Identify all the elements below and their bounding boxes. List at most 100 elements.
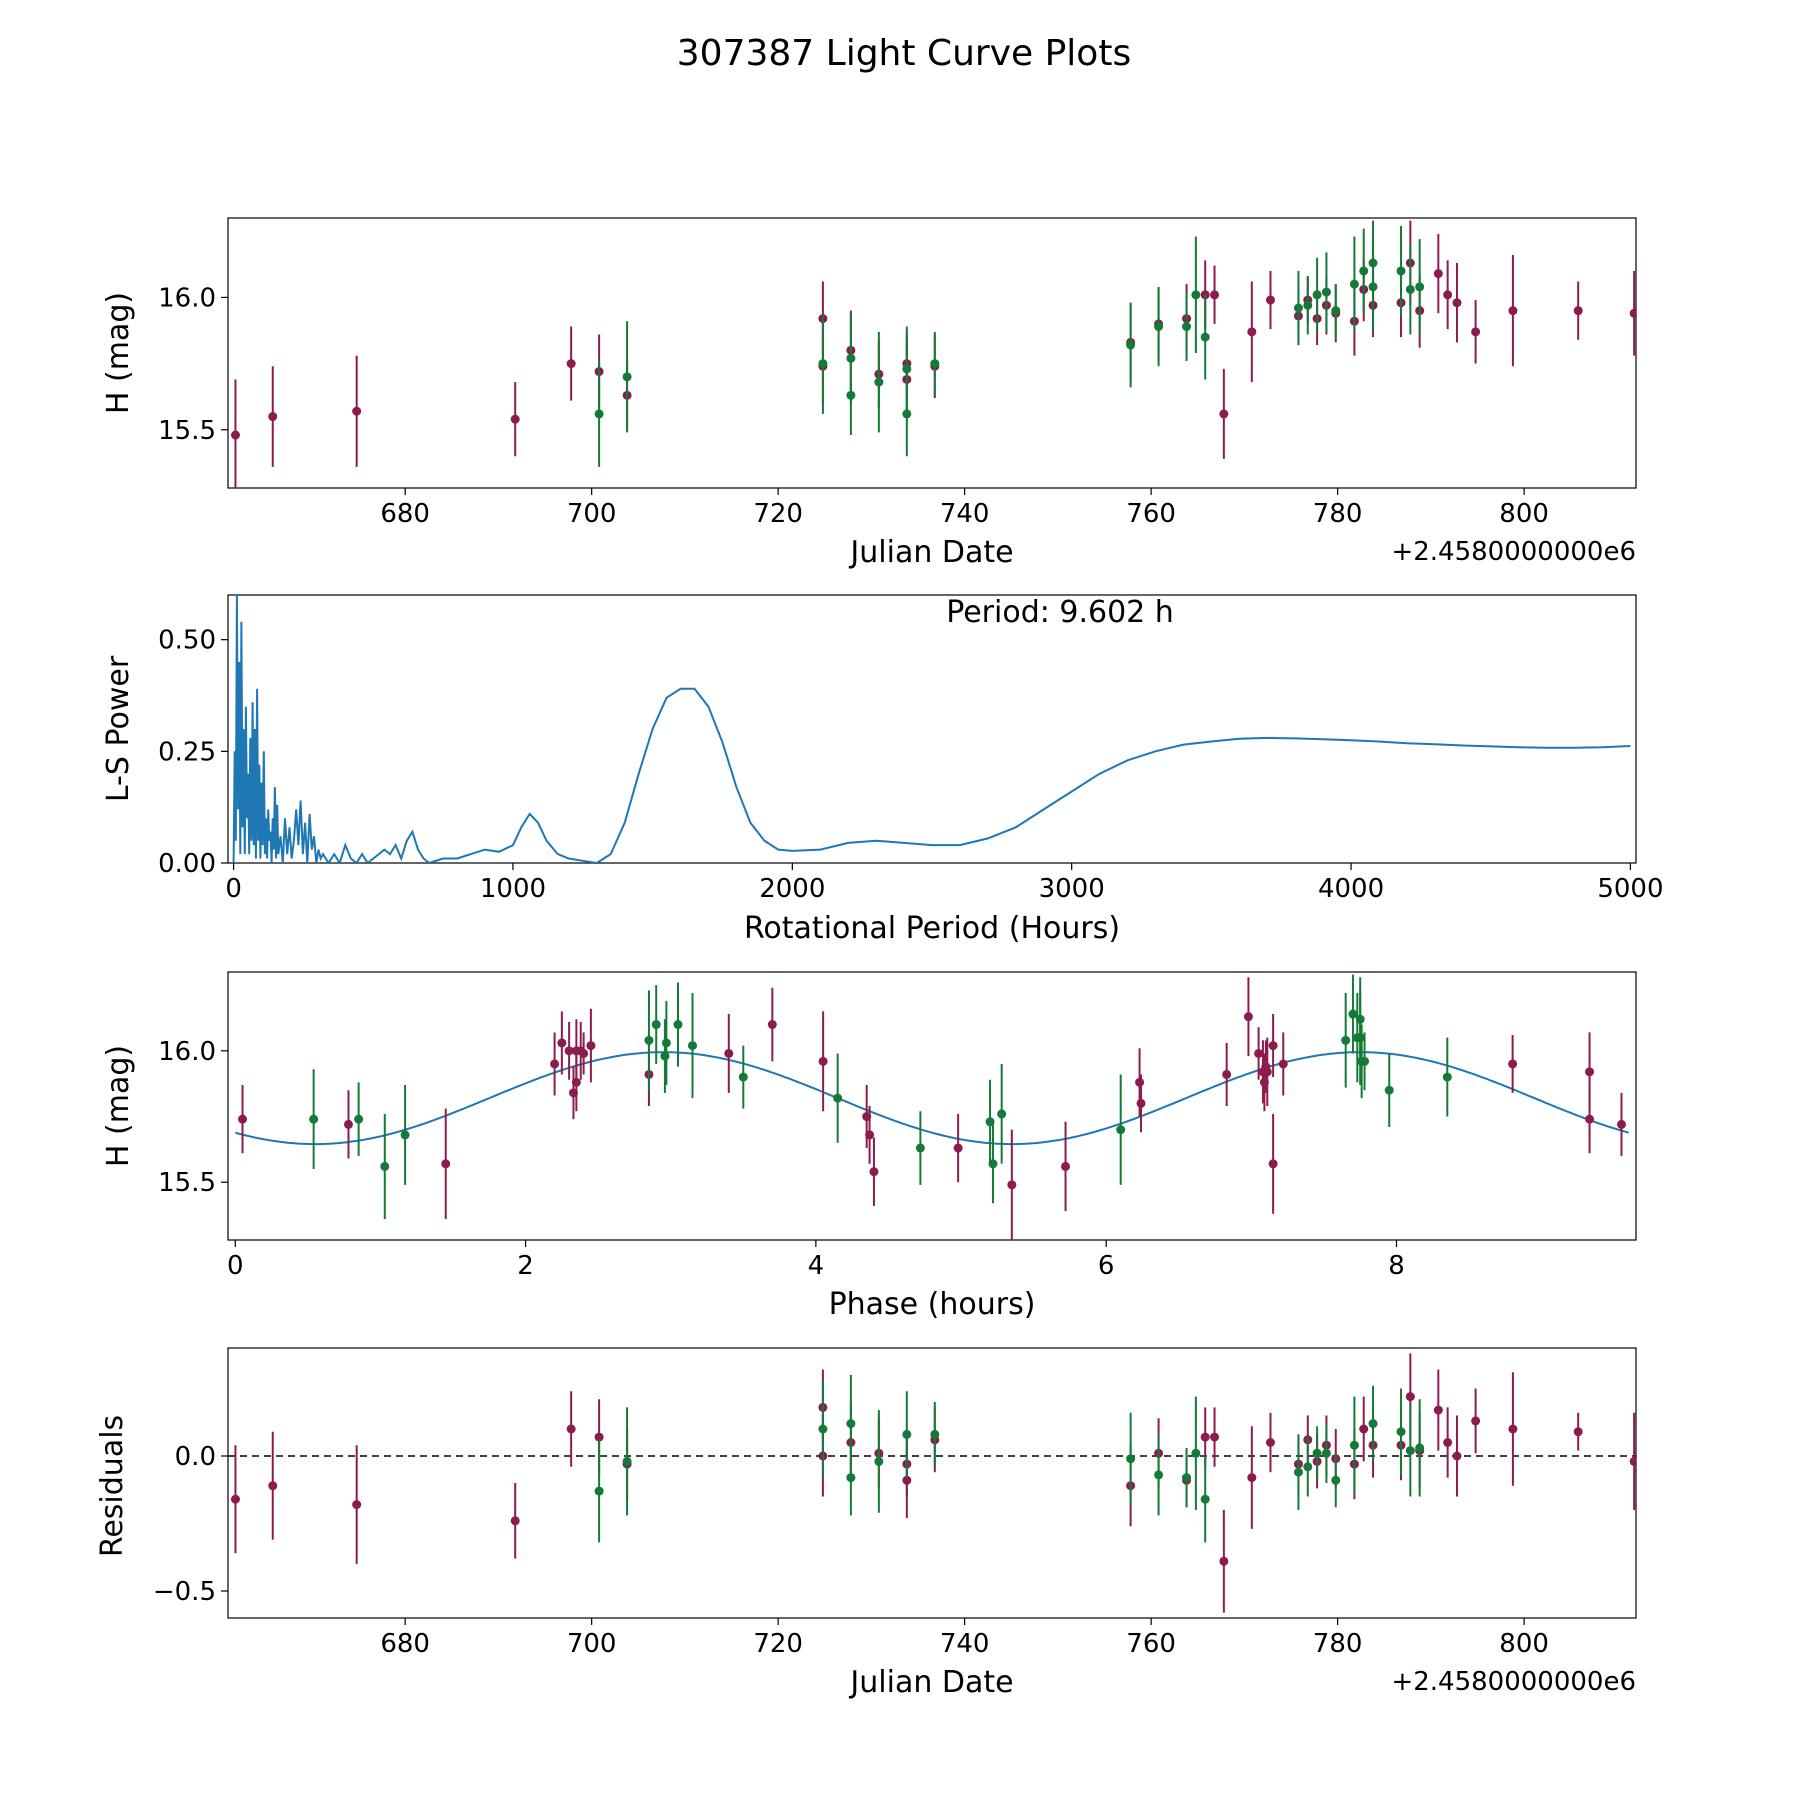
data-point-band2 — [1126, 1454, 1136, 1464]
data-point-band2 — [1126, 340, 1136, 350]
data-point-band2 — [833, 1093, 843, 1103]
data-point-band1 — [1265, 1438, 1275, 1447]
data-point-band1 — [557, 1038, 567, 1048]
x-tick-label: 740 — [940, 499, 990, 529]
data-point-band1 — [579, 1048, 589, 1058]
y-tick-label: 15.5 — [158, 1168, 216, 1198]
data-point-band2 — [915, 1143, 925, 1153]
data-point-band2 — [622, 372, 632, 382]
data-point-band1 — [564, 1046, 574, 1056]
x-tick-label: 8 — [1388, 1251, 1405, 1281]
data-point-band1 — [1136, 1098, 1146, 1108]
data-point-band2 — [930, 1429, 940, 1439]
data-point-band2 — [818, 1424, 828, 1434]
data-point-band2 — [309, 1114, 319, 1124]
x-tick-label: 4000 — [1318, 874, 1384, 904]
x-tick-label: 800 — [1499, 499, 1549, 529]
x-tick-label: 1000 — [480, 874, 546, 904]
panel-lightcurve-ylabel: H (mag) — [101, 292, 136, 414]
data-point-band2 — [985, 1117, 995, 1127]
model-fit-curve — [235, 1051, 1629, 1146]
data-point-band1 — [1219, 1556, 1229, 1566]
data-point-band2 — [1396, 1427, 1406, 1437]
data-point-band2 — [902, 364, 912, 374]
data-point-band1 — [1359, 1424, 1369, 1434]
data-point-band2 — [738, 1072, 748, 1082]
data-point-band2 — [874, 1456, 884, 1466]
data-point-band1 — [1471, 1416, 1481, 1426]
data-point-band2 — [902, 409, 912, 419]
data-point-band2 — [1321, 287, 1331, 297]
data-point-band1 — [352, 406, 362, 416]
data-point-band1 — [1222, 1069, 1232, 1079]
data-point-band1 — [586, 1041, 596, 1051]
data-point-band2 — [1384, 1085, 1394, 1095]
data-point-band1 — [818, 1056, 828, 1066]
data-point-band2 — [673, 1020, 683, 1030]
data-point-band1 — [238, 1114, 248, 1124]
data-point-band1 — [594, 1432, 604, 1442]
data-point-band2 — [1355, 1033, 1365, 1043]
data-point-band1 — [1452, 1451, 1462, 1461]
data-point-band2 — [1293, 1467, 1303, 1477]
panel-phased-ylabel: H (mag) — [101, 1045, 136, 1167]
data-point-band2 — [846, 353, 856, 363]
x-tick-label: 3000 — [1039, 874, 1105, 904]
panel-residuals: Julian Date Residuals +2.4580000000e6 — [95, 1347, 1637, 1700]
panel-residuals-plot-area — [228, 1353, 1636, 1613]
data-point-band1 — [1585, 1114, 1595, 1124]
x-tick-label: 720 — [753, 499, 803, 529]
periodogram-line — [232, 595, 1631, 863]
data-point-band1 — [1629, 1456, 1636, 1466]
data-point-band1 — [1061, 1161, 1071, 1171]
panel-residuals-frame — [227, 1347, 1637, 1619]
data-point-band1 — [1471, 327, 1481, 337]
data-point-band1 — [1573, 1427, 1583, 1437]
y-tick-label: 16.0 — [158, 283, 216, 313]
x-tick-label: 680 — [380, 499, 430, 529]
data-point-band2 — [1312, 1448, 1322, 1458]
x-tick-label: 680 — [380, 1629, 430, 1659]
data-point-band1 — [1629, 308, 1636, 318]
panel-periodogram-marks: 0 1000 2000 3000 4000 5000 0.00 0.25 0.50 — [158, 595, 1663, 904]
panel-phased-xlabel: Phase (hours) — [829, 1287, 1036, 1322]
data-point-band2 — [930, 359, 940, 369]
data-point-band2 — [1312, 290, 1322, 300]
data-point-band2 — [622, 1456, 632, 1466]
x-tick-label: 760 — [1126, 1629, 1176, 1659]
data-point-band2 — [1396, 266, 1406, 276]
data-point-band2 — [1200, 332, 1210, 342]
data-point-band2 — [1415, 282, 1425, 292]
x-tick-label: 800 — [1499, 1629, 1549, 1659]
data-point-band2 — [687, 1041, 697, 1051]
x-tick-label: 5000 — [1597, 874, 1663, 904]
data-point-band2 — [1303, 1462, 1313, 1472]
data-point-band2 — [1154, 1470, 1164, 1480]
data-point-band2 — [661, 1038, 671, 1048]
panel-lightcurve-xlabel: Julian Date — [848, 535, 1013, 570]
panel-periodogram-period-annotation: Period: 9.602 h — [946, 595, 1174, 630]
y-tick-label: 15.5 — [158, 416, 216, 446]
data-point-band1 — [566, 1424, 576, 1434]
data-point-band2 — [354, 1114, 364, 1124]
panel-lightcurve: Julian Date H (mag) +2.4580000000e6 — [101, 217, 1637, 570]
panel-phased: Phase (hours) H (mag) — [101, 971, 1637, 1322]
data-point-band1 — [1007, 1180, 1017, 1190]
data-point-band1 — [230, 430, 240, 440]
data-point-band1 — [1262, 1067, 1272, 1077]
panel-periodogram-xlabel: Rotational Period (Hours) — [744, 911, 1120, 946]
data-point-band2 — [1200, 1494, 1210, 1504]
data-point-band1 — [767, 1020, 777, 1030]
data-point-band2 — [380, 1161, 390, 1171]
data-point-band1 — [441, 1159, 451, 1169]
panel-phased-plot-area — [235, 974, 1629, 1240]
data-point-band1 — [1508, 1059, 1518, 1069]
data-point-band2 — [1303, 300, 1313, 310]
data-point-band2 — [988, 1159, 998, 1169]
data-point-band1 — [352, 1500, 362, 1510]
data-point-band2 — [1348, 1009, 1358, 1019]
y-tick-label: 0.0 — [175, 1442, 216, 1472]
data-point-band2 — [874, 377, 884, 387]
x-tick-label: 720 — [753, 1629, 803, 1659]
data-point-band1 — [343, 1119, 353, 1129]
